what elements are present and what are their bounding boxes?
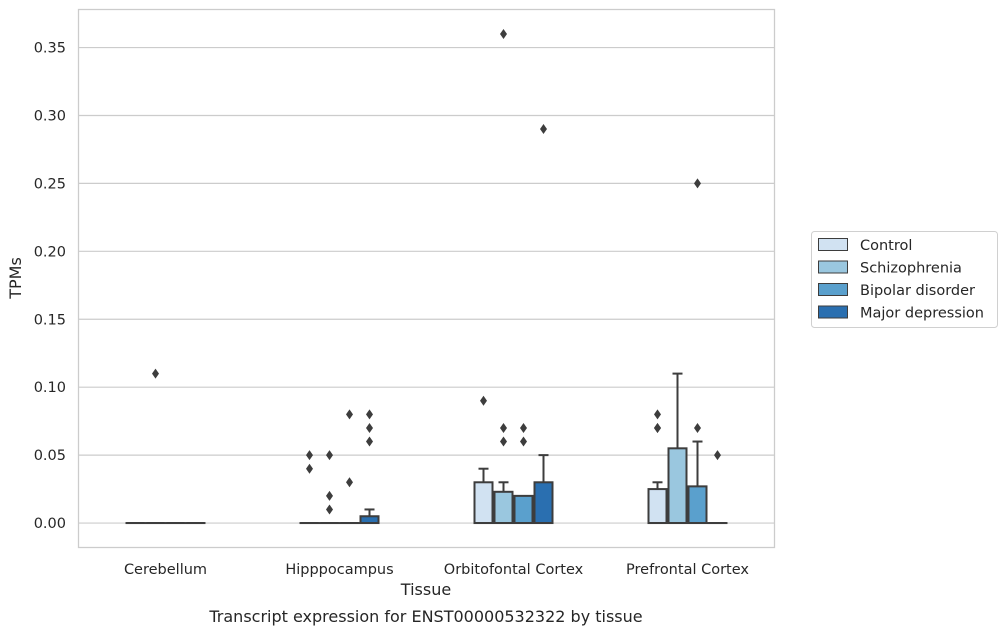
outlier-point [366,409,373,420]
legend-label: Schizophrenia [860,261,962,277]
y-tick-label: 0.10 [34,380,66,396]
outlier-point [480,395,487,406]
x-tick-label: Prefrontal Cortex [626,562,749,578]
box-2-0 [473,467,494,525]
box-body [513,494,534,525]
y-axis-label: TPMs [6,257,25,300]
legend: Control Schizophrenia Bipolar disorder Majo… [811,231,998,328]
y-tick-label: 0.20 [34,244,66,260]
box-3-2 [687,440,708,525]
box-body [687,485,708,525]
outliers [152,28,721,515]
box-body [647,488,668,525]
outlier-point [152,368,159,379]
x-axis-label: Tissue [400,580,451,599]
outlier-point [326,450,333,461]
outlier-point [500,422,507,433]
chart-title: Transcript expression for ENST0000053232… [208,607,642,626]
outlier-point [714,450,721,461]
box-body [667,447,688,525]
y-tick-label: 0.35 [34,41,66,57]
y-tick-label: 0.05 [34,448,66,464]
outlier-point [540,124,547,135]
x-tick-label: Orbitofontal Cortex [444,562,584,578]
legend-swatch [818,238,848,251]
outlier-point [366,422,373,433]
outlier-point [694,178,701,189]
outlier-point [520,422,527,433]
x-tick-label: Hipppocampus [285,562,393,578]
outlier-point [500,436,507,447]
x-tick-label: Cerebellum [124,562,207,578]
legend-label: Bipolar disorder [860,283,975,299]
outlier-point [346,409,353,420]
x-axis-ticks: Cerebellum Hipppocampus Orbitofontal Corte… [124,562,749,578]
box-3-1 [667,372,688,525]
y-tick-label: 0.30 [34,108,66,124]
outlier-point [500,28,507,39]
outlier-point [326,504,333,515]
outlier-point [346,477,353,488]
outlier-point [366,436,373,447]
legend-frame [811,231,998,328]
outlier-point [694,422,701,433]
y-tick-label: 0.25 [34,176,66,192]
box-body [533,481,554,525]
outlier-point [654,409,661,420]
legend-label: Control [860,238,912,254]
box-body [473,481,494,525]
box-3-0 [647,481,668,525]
outlier-point [520,436,527,447]
y-tick-label: 0.15 [34,312,66,328]
outlier-point [306,463,313,474]
box-body [493,490,514,525]
legend-swatch [818,260,848,274]
y-tick-label: 0.00 [34,516,66,532]
box-2-2 [513,494,534,525]
box-2-1 [493,481,514,525]
gridlines [78,46,775,524]
y-axis-ticks: 0.00 0.05 0.10 0.15 0.20 0.25 0.30 0.35 [34,41,66,533]
outlier-point [654,422,661,433]
boxes [125,372,728,525]
box-1-3 [359,508,380,525]
legend-swatch [818,283,848,296]
plot-area-frame [77,8,776,549]
box-2-3 [533,454,554,525]
box-body [359,515,380,525]
legend-label: Major depression [860,306,984,322]
legend-swatch [818,305,848,319]
outlier-point [306,450,313,461]
outlier-point [326,490,333,501]
